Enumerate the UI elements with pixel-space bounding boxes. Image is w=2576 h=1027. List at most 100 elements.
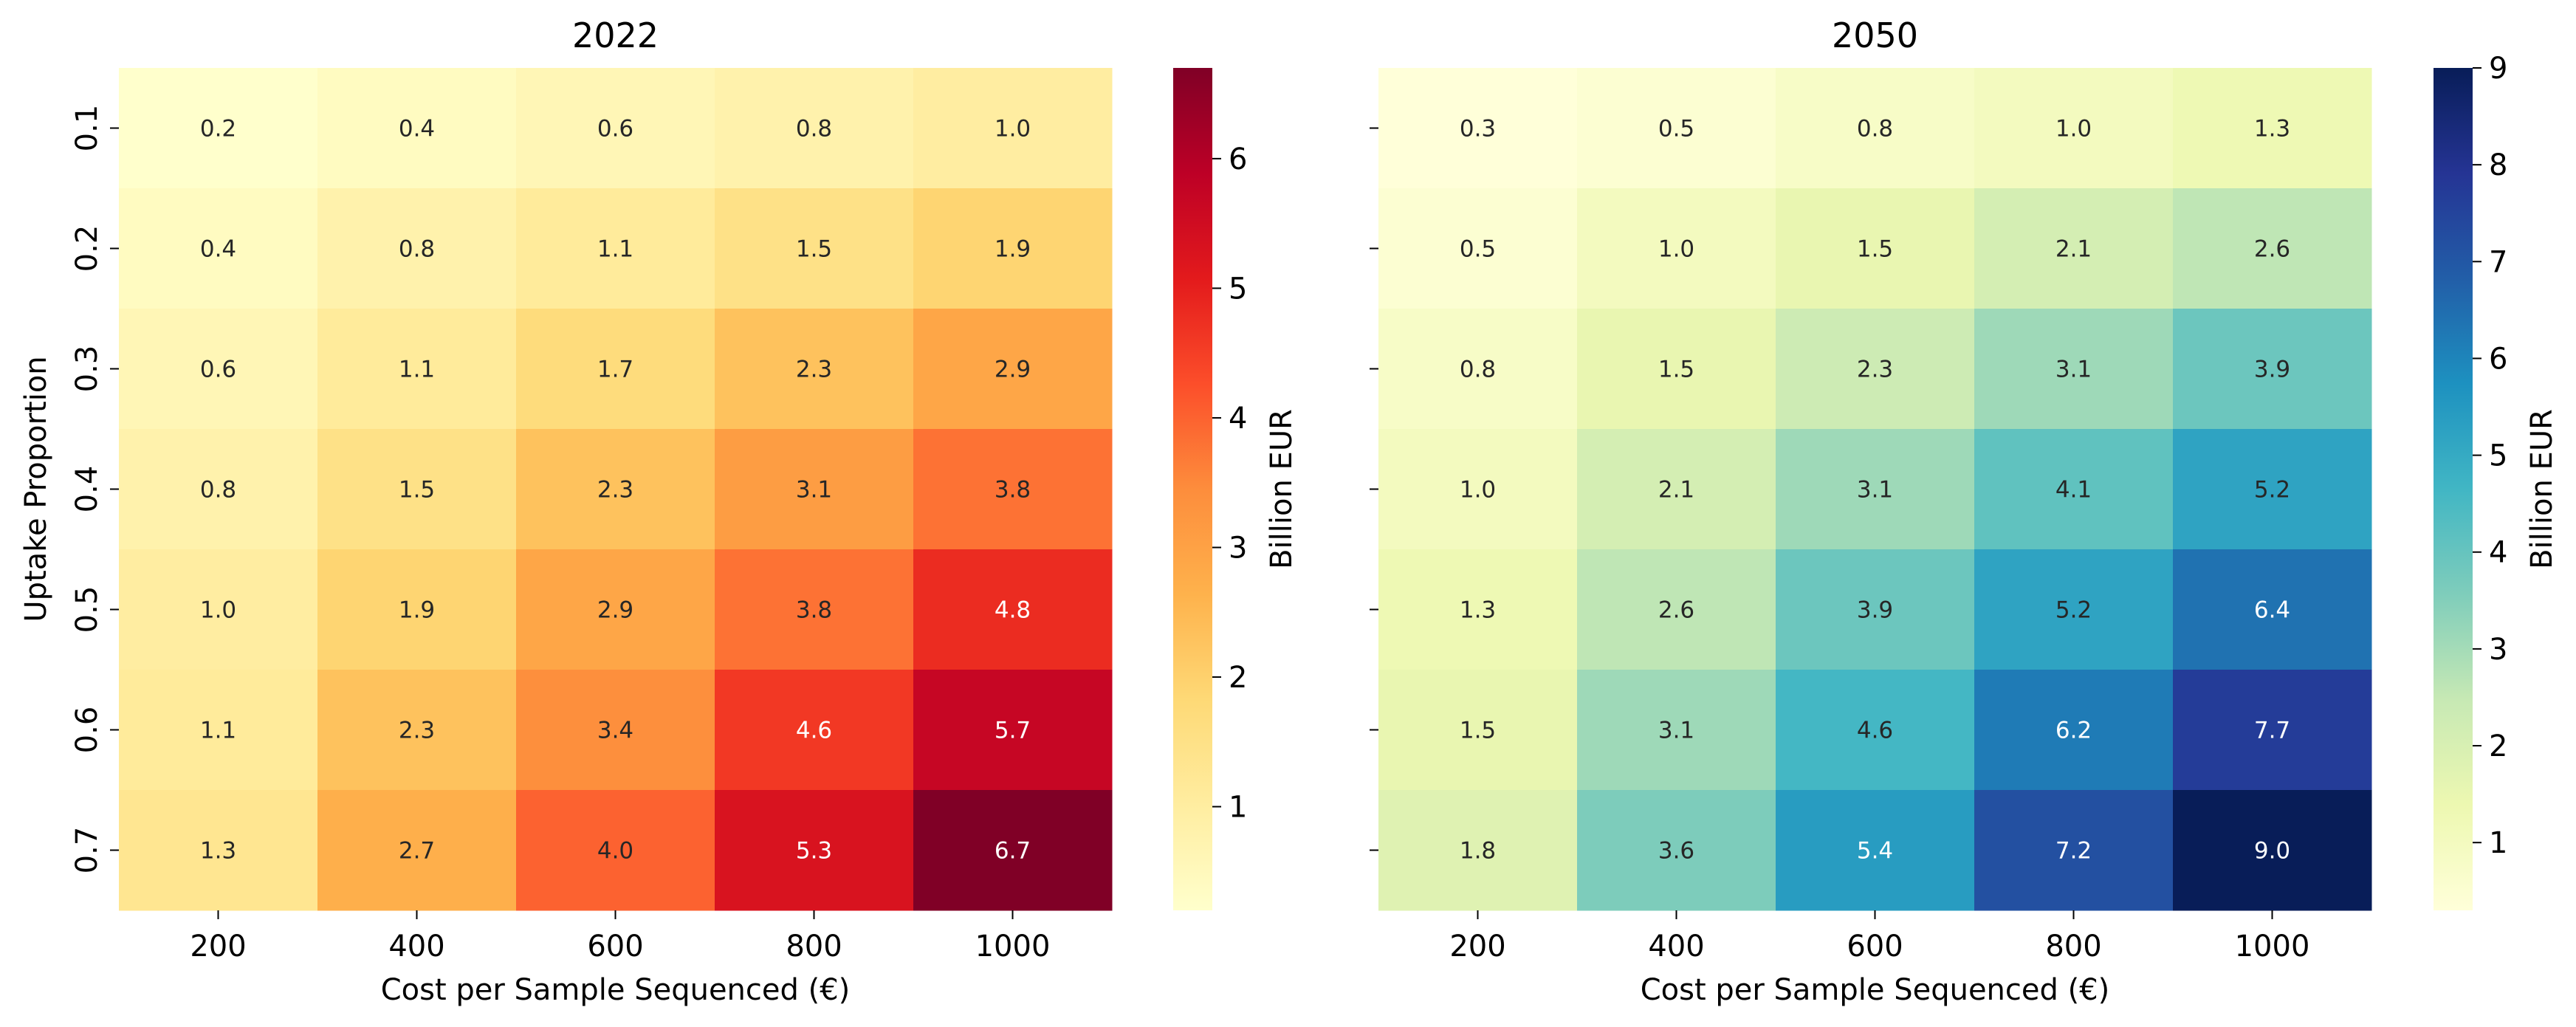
heatmap-cell	[913, 790, 1113, 911]
colorbar-tick-label: 5	[2489, 439, 2507, 473]
cell-label: 4.1	[2055, 477, 2092, 504]
heatmap-cell	[2173, 549, 2372, 670]
heatmap-cell	[2173, 790, 2372, 911]
cell-label: 2.3	[796, 357, 832, 383]
y-tick-label: 0.2	[70, 225, 104, 272]
cell-label: 2.7	[399, 838, 435, 865]
x-tick-label: 1000	[975, 930, 1051, 964]
cell-label: 3.9	[2254, 357, 2290, 383]
cell-label: 0.8	[1857, 116, 1893, 142]
cell-label: 2.9	[995, 357, 1031, 383]
x-tick-label: 800	[786, 930, 842, 964]
heatmap-cell	[516, 790, 715, 911]
heatmap-cell	[516, 188, 715, 309]
cell-label: 1.0	[2055, 116, 2092, 142]
heatmap-cell	[1776, 670, 1975, 791]
heatmap-cell	[715, 429, 914, 550]
heatmap-cell	[2173, 188, 2372, 309]
cell-label: 5.7	[995, 718, 1031, 744]
heatmap-cell	[913, 429, 1113, 550]
x-tick-label: 200	[190, 930, 246, 964]
x-tick-label: 800	[2045, 930, 2101, 964]
cell-label: 3.8	[796, 597, 832, 624]
cell-label: 1.1	[399, 357, 435, 383]
heatmap-cell	[317, 549, 517, 670]
cell-label: 1.8	[1460, 838, 1496, 865]
cell-label: 1.5	[1857, 236, 1893, 263]
cell-label: 5.3	[796, 838, 832, 865]
heatmap-cell	[1776, 68, 1975, 189]
heatmap-cell	[119, 549, 318, 670]
y-tick-label: 0.7	[70, 827, 104, 874]
heatmap-cell	[715, 188, 914, 309]
x-tick-label: 600	[1847, 930, 1903, 964]
heatmap-cell	[317, 68, 517, 189]
cell-label: 4.6	[796, 718, 832, 744]
heatmap-cell	[913, 549, 1113, 670]
cell-label: 1.3	[200, 838, 236, 865]
cell-label: 3.9	[1857, 597, 1893, 624]
y-tick-label: 0.4	[70, 466, 104, 513]
heatmap-panel-2022: 2022 0.2 0.4 0.6 0.8 1.0 0.4 0.8 1.1 1.5 1.9 0.6 1.1…	[19, 16, 1299, 1007]
cell-label: 3.6	[1658, 838, 1694, 865]
heatmap-cell	[1577, 68, 1776, 189]
cell-label: 1.0	[200, 597, 236, 624]
heatmap-cell	[715, 790, 914, 911]
heatmap-cell	[1974, 429, 2174, 550]
cell-label: 0.8	[796, 116, 832, 142]
heatmap-cell	[119, 429, 318, 550]
cell-label: 1.1	[597, 236, 633, 263]
heatmap-cell	[1577, 549, 1776, 670]
heatmap-cell	[516, 309, 715, 430]
cell-label: 1.5	[1460, 718, 1496, 744]
cell-label: 2.9	[597, 597, 633, 624]
cell-label: 0.5	[1460, 236, 1496, 263]
cell-label: 2.6	[1658, 597, 1694, 624]
heatmap-cell	[1776, 549, 1975, 670]
colorbar-tick-label: 6	[2489, 342, 2507, 376]
x-tick-label: 200	[1449, 930, 1505, 964]
heatmap-cell	[1974, 309, 2174, 430]
heatmap-cell	[715, 549, 914, 670]
cell-label: 2.6	[2254, 236, 2290, 263]
heatmap-cell	[1577, 429, 1776, 550]
cell-label: 0.4	[200, 236, 236, 263]
cell-label: 1.1	[200, 718, 236, 744]
heatmap-cell	[1378, 549, 1578, 670]
heatmap-cell	[1378, 790, 1578, 911]
colorbar	[1173, 68, 1212, 910]
cell-label: 0.5	[1658, 116, 1694, 142]
cell-label: 0.8	[1460, 357, 1496, 383]
cell-label: 6.7	[995, 838, 1031, 865]
panel-title: 2022	[572, 16, 659, 55]
x-axis-label: Cost per Sample Sequenced (€)	[381, 973, 851, 1007]
heatmap-cell	[1378, 68, 1578, 189]
colorbar	[2434, 68, 2473, 910]
heatmap-cell	[119, 670, 318, 791]
cell-label: 1.5	[399, 477, 435, 504]
cell-label: 3.1	[1857, 477, 1893, 504]
colorbar-label: Billion EUR	[1265, 409, 1299, 569]
panel-title: 2050	[1832, 16, 1918, 55]
colorbar-tick-label: 3	[1229, 531, 1247, 565]
heatmap-cell	[1378, 670, 1578, 791]
y-tick-label: 0.5	[70, 586, 104, 633]
cell-label: 1.3	[2254, 116, 2290, 142]
heatmap-cell	[1378, 188, 1578, 309]
cell-label: 4.0	[597, 838, 633, 865]
heatmap-cell	[516, 429, 715, 550]
cell-label: 1.9	[995, 236, 1031, 263]
heatmap-panel-2050: 2050 0.3 0.5 0.8 1.0 1.3 0.5 1.0 1.5 2.1 2.6 0.8 1.5…	[1370, 16, 2559, 1007]
colorbar-tick-label: 4	[2489, 536, 2507, 570]
cell-label: 0.6	[597, 116, 633, 142]
heatmap-cell	[715, 670, 914, 791]
cell-label: 5.2	[2055, 597, 2092, 624]
y-tick-label: 0.3	[70, 346, 104, 393]
heatmap-cell	[1378, 309, 1578, 430]
heatmap-cell	[317, 188, 517, 309]
cell-label: 9.0	[2254, 838, 2290, 865]
x-tick-label: 600	[587, 930, 643, 964]
cell-label: 4.8	[995, 597, 1031, 624]
colorbar-label: Billion EUR	[2525, 409, 2559, 569]
heatmap-cell	[1974, 670, 2174, 791]
